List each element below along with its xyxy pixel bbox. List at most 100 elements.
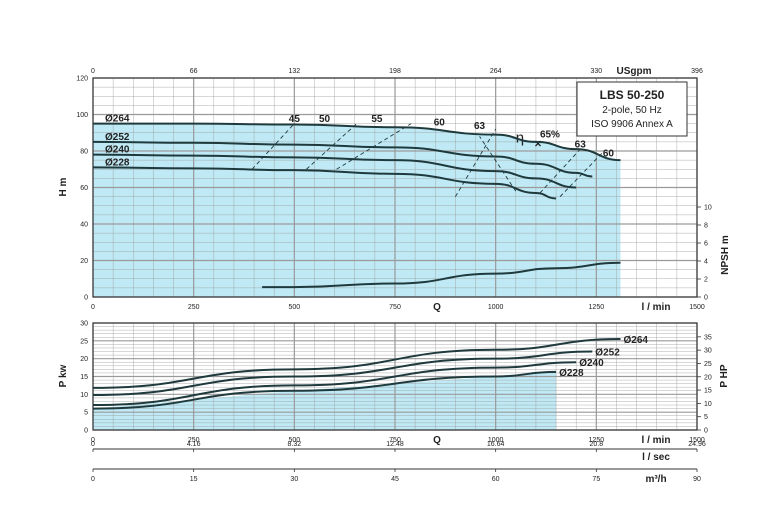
power-curve-label: Ø228 bbox=[559, 368, 584, 379]
head-x-tick-label: 1000 bbox=[488, 304, 504, 311]
hp-tick-label: 0 bbox=[704, 428, 708, 435]
power-x-tick-label: 1250 bbox=[589, 437, 605, 444]
npsh-curve bbox=[262, 261, 621, 289]
head-curve bbox=[92, 153, 577, 189]
best-efficiency-label: 65% bbox=[540, 130, 560, 141]
efficiency-label: 45 bbox=[289, 114, 301, 125]
power-x-tick-label: 1500 bbox=[689, 437, 705, 444]
lsec-tick-label: 8.32 bbox=[288, 441, 302, 448]
head-curve bbox=[93, 122, 621, 162]
hp-tick-label: 10 bbox=[704, 401, 712, 408]
hp-y-label: P HP bbox=[719, 364, 730, 387]
power-y-tick-label: 20 bbox=[80, 356, 88, 363]
npsh-tick-label: 2 bbox=[704, 277, 708, 284]
head-top-tick-label: 132 bbox=[288, 68, 300, 75]
head-curve-label: Ø240 bbox=[105, 145, 130, 156]
legend-line-2: ISO 9906 Annex A bbox=[591, 119, 673, 130]
lsec-tick-label: 16.64 bbox=[487, 441, 505, 448]
efficiency-line bbox=[539, 148, 581, 194]
head-top-tick-label: 396 bbox=[691, 68, 703, 75]
head-x-tick-label: 0 bbox=[91, 304, 95, 311]
head-y-tick-label: 80 bbox=[80, 149, 88, 156]
head-curve-label: Ø264 bbox=[105, 114, 130, 125]
npsh-tick-label: 8 bbox=[704, 223, 708, 230]
lsec-unit: l / sec bbox=[642, 452, 670, 463]
lsec-tick-label: 24.96 bbox=[688, 441, 706, 448]
head-x-label: Q bbox=[433, 302, 441, 313]
efficiency-label: 63 bbox=[575, 139, 587, 150]
power-y-tick-label: 10 bbox=[80, 392, 88, 399]
npsh-tick-label: 10 bbox=[704, 205, 712, 212]
legend-title: LBS 50-250 bbox=[600, 88, 665, 102]
head-x-unit: l / min bbox=[642, 302, 671, 313]
power-y-label: P kw bbox=[58, 364, 69, 387]
power-x-tick-label: 750 bbox=[389, 437, 401, 444]
head-shaded-region bbox=[93, 123, 621, 297]
efficiency-line bbox=[306, 123, 358, 170]
power-y-tick-label: 25 bbox=[80, 338, 88, 345]
power-curve bbox=[92, 350, 593, 397]
efficiency-label: 60 bbox=[434, 117, 446, 128]
efficiency-label: 60 bbox=[603, 148, 615, 159]
head-plot-frame bbox=[92, 77, 698, 298]
power-y-tick-label: 15 bbox=[80, 374, 88, 381]
hp-tick-label: 20 bbox=[704, 374, 712, 381]
m3h-tick-label: 0 bbox=[91, 476, 95, 483]
head-top-unit: USgpm bbox=[617, 66, 652, 77]
legend-line-1: 2-pole, 50 Hz bbox=[602, 105, 661, 116]
efficiency-line bbox=[559, 152, 603, 197]
power-y-tick-label: 5 bbox=[84, 410, 88, 417]
head-curve bbox=[92, 166, 557, 200]
hp-tick-label: 30 bbox=[704, 348, 712, 355]
efficiency-label: 55 bbox=[371, 114, 383, 125]
efficiency-line bbox=[251, 123, 295, 170]
power-x-tick-label: 0 bbox=[91, 437, 95, 444]
head-curve-label: Ø228 bbox=[105, 157, 130, 168]
power-curve bbox=[92, 338, 621, 389]
power-x-tick-label: 500 bbox=[288, 437, 300, 444]
power-curve-label: Ø252 bbox=[595, 348, 620, 359]
npsh-tick-label: 0 bbox=[704, 295, 708, 302]
best-efficiency-marker: × bbox=[534, 137, 541, 151]
head-x-tick-label: 500 bbox=[288, 304, 300, 311]
head-y-tick-label: 0 bbox=[84, 295, 88, 302]
m3h-tick-label: 30 bbox=[290, 476, 298, 483]
power-curve-label: Ø264 bbox=[623, 335, 648, 346]
head-x-tick-label: 1250 bbox=[589, 304, 605, 311]
head-x-tick-label: 250 bbox=[188, 304, 200, 311]
head-curve-label: Ø252 bbox=[105, 132, 130, 143]
efficiency-line bbox=[455, 128, 497, 197]
head-y-tick-label: 100 bbox=[76, 112, 88, 119]
m3h-tick-label: 15 bbox=[190, 476, 198, 483]
power-curve bbox=[92, 361, 577, 407]
lsec-tick-label: 4.16 bbox=[187, 441, 201, 448]
power-curve-label: Ø240 bbox=[579, 358, 604, 369]
head-x-tick-label: 1500 bbox=[689, 304, 705, 311]
power-y-tick-label: 30 bbox=[80, 321, 88, 328]
efficiency-symbol: η bbox=[516, 130, 524, 147]
head-y-label: H m bbox=[58, 177, 69, 196]
hp-tick-label: 35 bbox=[704, 334, 712, 341]
head-top-tick-label: 330 bbox=[590, 68, 602, 75]
head-top-tick-label: 0 bbox=[91, 68, 95, 75]
m3h-tick-label: 60 bbox=[492, 476, 500, 483]
npsh-tick-label: 4 bbox=[704, 259, 708, 266]
lsec-tick-label: 20.8 bbox=[590, 441, 604, 448]
head-curve bbox=[92, 140, 593, 178]
m3h-tick-label: 90 bbox=[693, 476, 701, 483]
head-top-tick-label: 198 bbox=[389, 68, 401, 75]
m3h-tick-label: 45 bbox=[391, 476, 399, 483]
head-top-tick-label: 66 bbox=[190, 68, 198, 75]
head-y-tick-label: 120 bbox=[76, 76, 88, 83]
power-x-tick-label: 1000 bbox=[488, 437, 504, 444]
power-y-tick-label: 0 bbox=[84, 428, 88, 435]
npsh-y-label: NPSH m bbox=[720, 235, 731, 275]
head-top-tick-label: 264 bbox=[490, 68, 502, 75]
lsec-tick-label: 12.48 bbox=[386, 441, 404, 448]
hp-tick-label: 15 bbox=[704, 388, 712, 395]
head-x-tick-label: 750 bbox=[389, 304, 401, 311]
m3h-tick-label: 75 bbox=[592, 476, 600, 483]
hp-tick-label: 25 bbox=[704, 361, 712, 368]
